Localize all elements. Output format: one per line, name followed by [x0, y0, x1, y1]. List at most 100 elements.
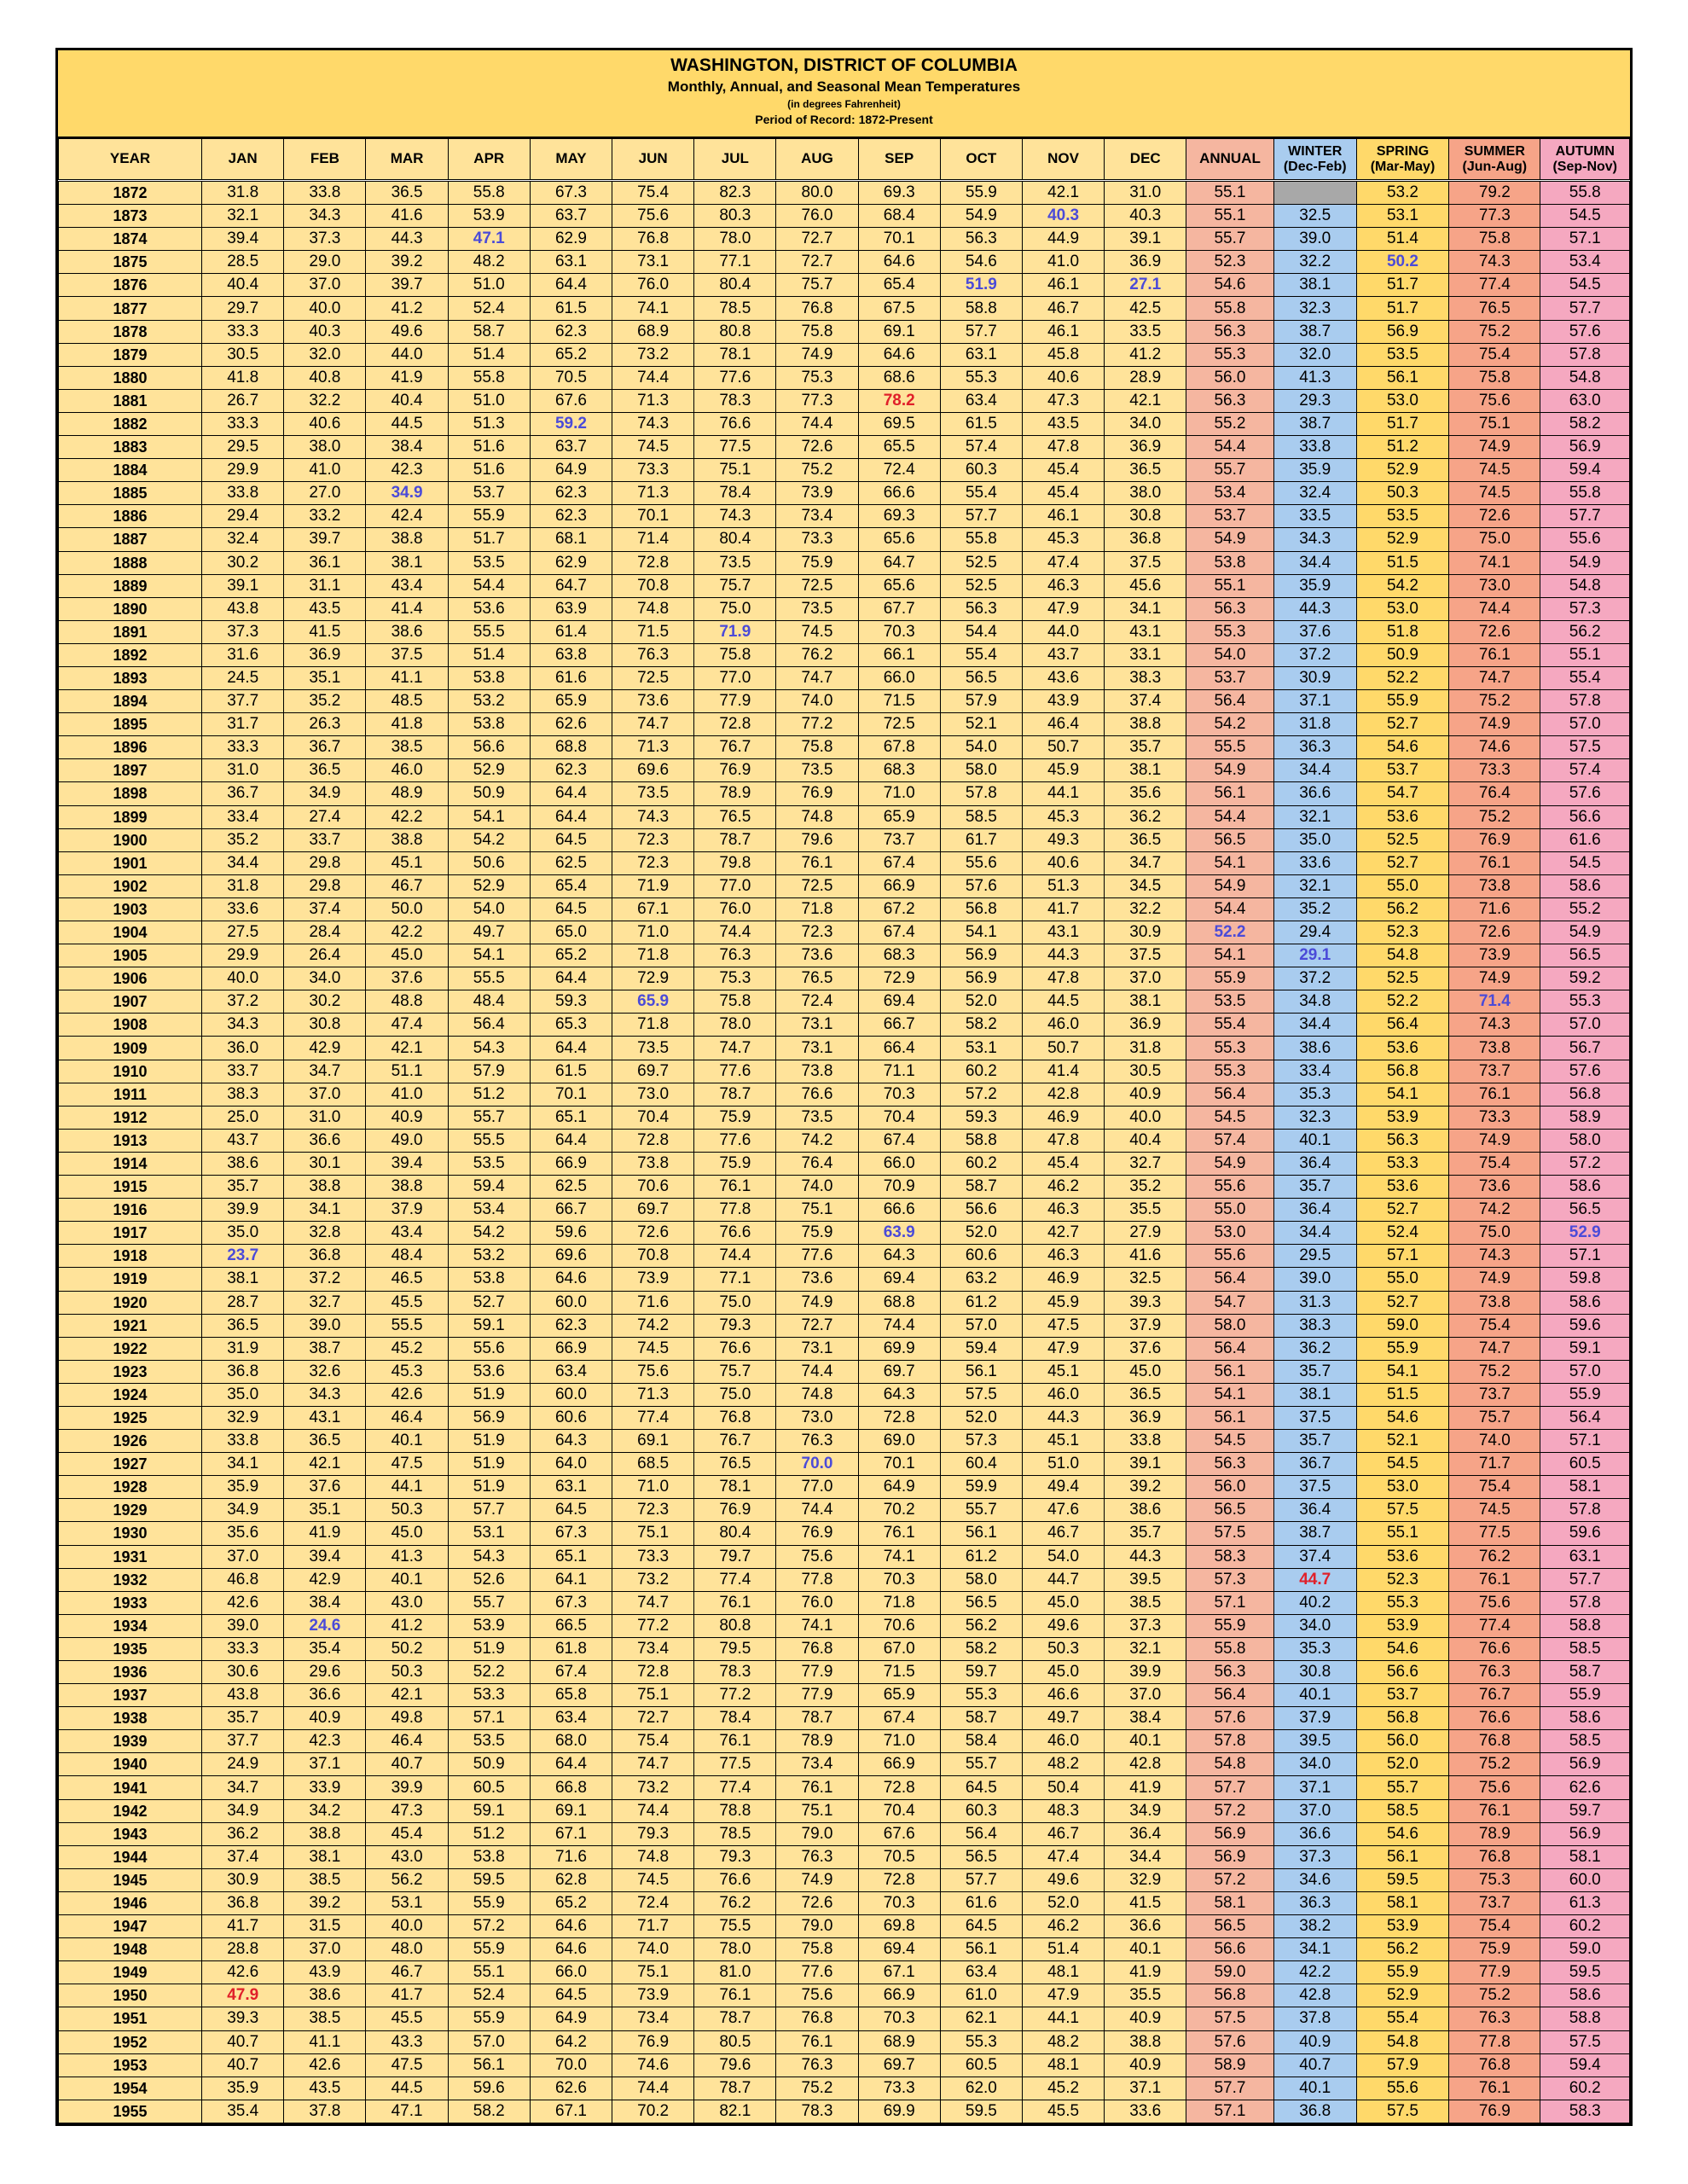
temperature-cell: 27.9: [1104, 1221, 1187, 1246]
temperature-cell: 46.0: [1021, 1382, 1105, 1407]
temperature-cell: 65.4: [857, 273, 941, 298]
temperature-cell: 45.0: [365, 1521, 449, 1546]
temperature-cell: 64.3: [857, 1382, 941, 1407]
temperature-cell: 77.9: [693, 689, 777, 714]
temperature-cell: 53.2: [1355, 179, 1450, 206]
temperature-cell: 37.0: [283, 273, 367, 298]
table-row: 1952 40.7 41.1 43.3 57.0 64.2 76.9 80.5 76.1 68.9…: [57, 2030, 1630, 2054]
temperature-cell: 76.4: [775, 1151, 859, 1176]
temperature-cell: 69.6: [529, 1244, 613, 1269]
year-cell: 1925: [57, 1405, 203, 1431]
temperature-cell: 35.2: [1273, 897, 1357, 922]
temperature-cell: 79.3: [693, 1313, 777, 1338]
temperature-cell: 54.4: [939, 619, 1023, 644]
temperature-cell: 58.6: [1540, 874, 1630, 898]
temperature-cell: 55.1: [1186, 179, 1274, 206]
temperature-cell: 75.9: [693, 1105, 777, 1130]
temperature-cell: 40.6: [283, 411, 367, 437]
temperature-cell: 57.1: [1186, 1590, 1274, 1615]
temperature-cell: 52.0: [939, 1221, 1023, 1246]
table-row: 1935 33.3 35.4 50.2 51.9 61.8 73.4 79.5 76.8 67.0…: [57, 1636, 1630, 1662]
temperature-cell: 77.4: [1448, 1613, 1541, 1638]
year-cell: 1891: [57, 619, 203, 644]
temperature-cell: 55.2: [1186, 411, 1274, 437]
temperature-cell: 76.1: [775, 2030, 859, 2054]
table-row: 1881 26.7 32.2 40.4 51.0 67.6 71.3 78.3 77.3 78.2…: [57, 388, 1630, 413]
temperature-cell: 36.2: [1104, 804, 1187, 829]
temperature-cell: 37.2: [1273, 967, 1357, 991]
temperature-cell: 68.0: [529, 1729, 613, 1754]
temperature-cell: 42.1: [1104, 388, 1187, 413]
temperature-cell: 78.9: [775, 1729, 859, 1754]
temperature-cell: 73.4: [612, 1636, 695, 1662]
table-row: 1905 29.9 26.4 45.0 54.1 65.2 71.8 76.3 73.6 68.3…: [57, 944, 1630, 968]
temperature-cell: 59.4: [1540, 458, 1630, 483]
temperature-cell: 38.8: [365, 527, 449, 552]
temperature-cell: 53.4: [1186, 481, 1274, 506]
temperature-cell: 56.9: [1186, 1844, 1274, 1869]
temperature-cell: 76.2: [1448, 1544, 1541, 1569]
temperature-cell: 29.8: [283, 874, 367, 898]
temperature-cell: 49.6: [1021, 1867, 1105, 1892]
temperature-cell: 76.1: [1448, 1567, 1541, 1592]
temperature-cell: 54.2: [447, 1221, 531, 1246]
temperature-cell: 64.4: [529, 967, 613, 991]
table-row: 1955 35.4 37.8 47.1 58.2 67.1 70.2 82.1 78.3 69.9…: [57, 2099, 1630, 2123]
temperature-cell: 76.1: [1448, 642, 1541, 667]
temperature-cell: 69.6: [612, 758, 695, 783]
page-title: WASHINGTON, DISTRICT OF COLUMBIA: [670, 55, 1018, 75]
temperature-cell: 31.8: [1104, 1036, 1187, 1060]
temperature-cell: 31.8: [1273, 712, 1357, 737]
temperature-cell: 53.5: [447, 1151, 531, 1176]
temperature-cell: 76.3: [1448, 1659, 1541, 1685]
temperature-cell: 53.7: [1355, 758, 1450, 783]
temperature-cell: 74.3: [612, 411, 695, 437]
temperature-cell: 73.1: [775, 1036, 859, 1060]
temperature-cell: 33.5: [1104, 319, 1187, 344]
temperature-cell: 59.5: [1355, 1867, 1450, 1892]
year-cell: 1905: [57, 944, 203, 968]
year-cell: 1953: [57, 2053, 203, 2077]
temperature-cell: 36.0: [201, 1036, 285, 1060]
temperature-cell: 69.1: [612, 1429, 695, 1454]
temperature-cell: 40.2: [1273, 1590, 1357, 1615]
temperature-cell: 34.1: [1104, 596, 1187, 621]
temperature-cell: 30.9: [1273, 665, 1357, 691]
table-row: 1879 30.5 32.0 44.0 51.4 65.2 73.2 78.1 74.9 64.6…: [57, 342, 1630, 367]
temperature-cell: 57.5: [1355, 1498, 1450, 1523]
temperature-cell: 74.8: [612, 596, 695, 621]
temperature-cell: 74.2: [775, 1128, 859, 1153]
temperature-cell: 76.7: [693, 735, 777, 760]
year-cell: 1884: [57, 458, 203, 483]
temperature-cell: 39.1: [1104, 227, 1187, 252]
temperature-cell: 54.9: [1186, 527, 1274, 552]
temperature-cell: 73.8: [1448, 874, 1541, 898]
temperature-cell: 37.4: [201, 1844, 285, 1869]
temperature-cell: 63.4: [529, 1359, 613, 1384]
temperature-cell: 40.3: [283, 319, 367, 344]
temperature-cell: 55.7: [1186, 227, 1274, 252]
year-cell: 1894: [57, 689, 203, 714]
temperature-cell: 64.0: [529, 1452, 613, 1477]
temperature-cell: 43.4: [365, 573, 449, 598]
temperature-cell: 61.5: [939, 411, 1023, 437]
temperature-cell: 54.2: [1186, 712, 1274, 737]
temperature-cell: 44.9: [1021, 227, 1105, 252]
table-row: 1909 36.0 42.9 42.1 54.3 64.4 73.5 74.7 73.1 66.4…: [57, 1036, 1630, 1060]
table-row: 1882 33.3 40.6 44.5 51.3 59.2 74.3 76.6 74.4 69.5…: [57, 411, 1630, 437]
temperature-cell: 55.9: [939, 179, 1023, 206]
temperature-cell: 74.9: [1448, 435, 1541, 460]
temperature-cell: 51.2: [1355, 435, 1450, 460]
temperature-cell: 54.5: [1540, 273, 1630, 298]
table-row: 1913 43.7 36.6 49.0 55.5 64.4 72.8 77.6 74.2 67.4…: [57, 1128, 1630, 1153]
temperature-cell: 74.5: [612, 435, 695, 460]
temperature-cell: 68.5: [612, 1452, 695, 1477]
temperature-cell: 33.8: [1104, 1429, 1187, 1454]
temperature-cell: 65.9: [857, 804, 941, 829]
table-row: 1949 42.6 43.9 46.7 55.1 66.0 75.1 81.0 77.6 67.1…: [57, 1960, 1630, 1985]
temperature-cell: 31.5: [283, 1914, 367, 1939]
temperature-cell: 76.1: [693, 1590, 777, 1615]
temperature-cell: 57.0: [1540, 1013, 1630, 1037]
temperature-cell: 50.3: [365, 1659, 449, 1685]
temperature-cell: 38.8: [365, 1175, 449, 1199]
